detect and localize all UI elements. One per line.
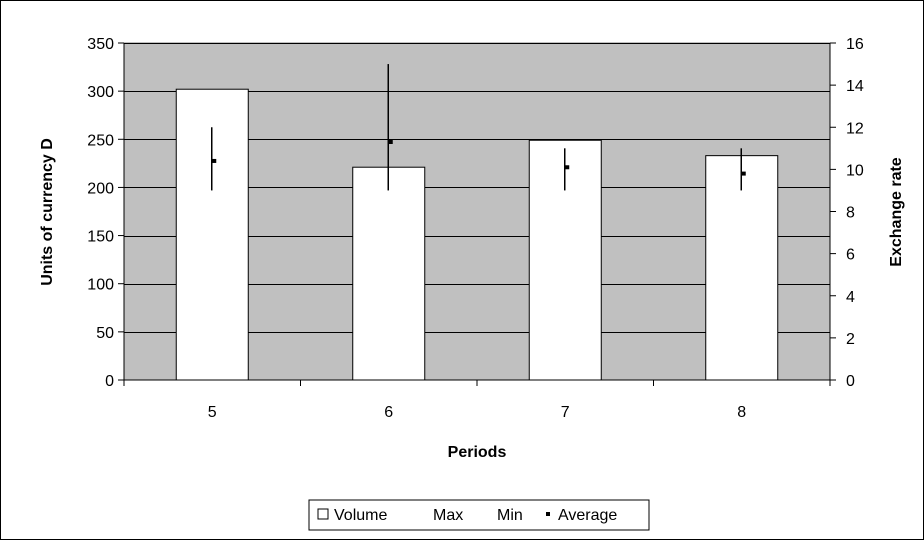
- right-tick-label: 6: [846, 247, 855, 264]
- left-tick-label: 0: [105, 373, 114, 390]
- legend-box: [308, 499, 650, 531]
- exchange-rate-ranges: [211, 64, 746, 191]
- right-tick-label: 0: [846, 373, 855, 390]
- volume-bar: [705, 155, 779, 381]
- right-axis-title: Exchange rate: [888, 157, 905, 266]
- left-tick-label: 200: [87, 180, 114, 197]
- left-tick-label: 50: [96, 325, 114, 342]
- x-tick-label: 8: [737, 404, 746, 421]
- volume-bar: [352, 166, 426, 381]
- average-marker: [212, 158, 217, 163]
- left-tick-label: 300: [87, 84, 114, 101]
- right-tick-label: 12: [846, 120, 864, 137]
- legend-volume-swatch: [317, 508, 329, 520]
- right-tick-label: 2: [846, 331, 855, 348]
- left-axis-ticks: 0 50 100 150 200 250 300 350: [87, 36, 124, 390]
- legend: Volume Max Min Average: [308, 499, 650, 531]
- left-tick-label: 250: [87, 132, 114, 149]
- average-marker: [388, 139, 393, 144]
- right-tick-label: 10: [846, 162, 864, 179]
- right-tick-label: 8: [846, 205, 855, 222]
- legend-min-label: Min: [497, 507, 523, 524]
- x-tick-label: 5: [208, 404, 217, 421]
- x-axis-ticks: 5 6 7 8: [123, 380, 831, 421]
- right-tick-label: 4: [846, 289, 855, 306]
- legend-volume-label: Volume: [334, 507, 387, 524]
- average-marker: [741, 171, 746, 176]
- average-marker: [565, 165, 570, 170]
- volume-bars: [175, 88, 779, 381]
- x-axis-title: Periods: [448, 444, 507, 461]
- right-tick-label: 16: [846, 36, 864, 53]
- left-tick-label: 150: [87, 229, 114, 246]
- left-tick-label: 350: [87, 36, 114, 53]
- left-tick-label: 100: [87, 277, 114, 294]
- right-tick-label: 14: [846, 78, 864, 95]
- legend-average-label: Average: [558, 507, 617, 524]
- legend-max-label: Max: [433, 507, 463, 524]
- x-tick-label: 6: [384, 404, 393, 421]
- x-tick-label: 7: [561, 404, 570, 421]
- left-axis-title: Units of currency D: [39, 138, 56, 286]
- right-axis-ticks: 0 2 4 6 8 10 12 14 16: [830, 36, 864, 390]
- legend-average-marker: [546, 512, 550, 516]
